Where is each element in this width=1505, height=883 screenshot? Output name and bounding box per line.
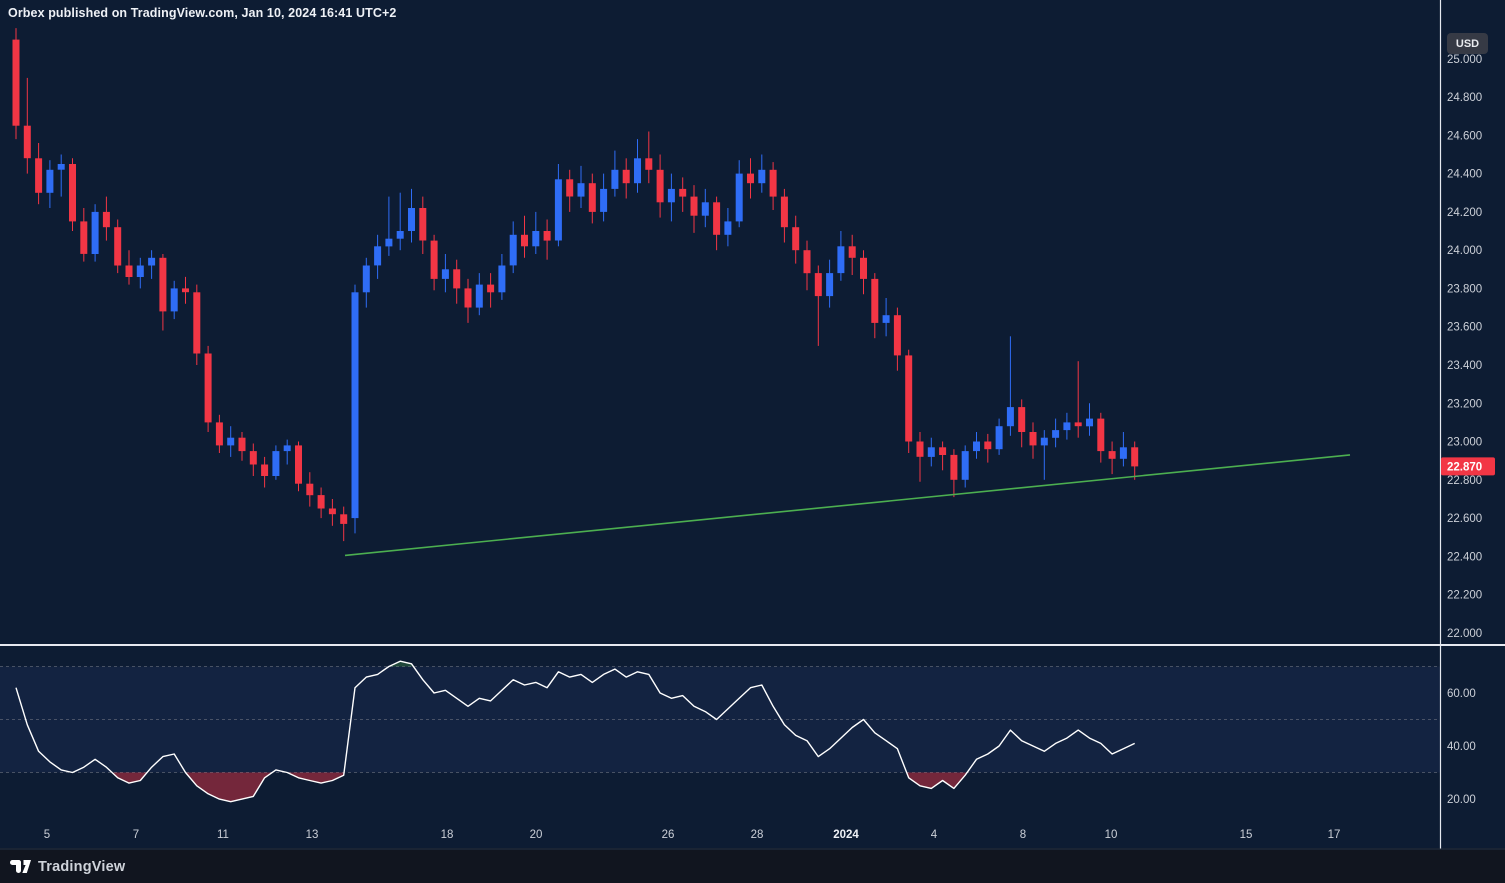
svg-text:24.400: 24.400: [1447, 169, 1482, 181]
svg-text:28: 28: [751, 829, 764, 841]
last-price-label: 22.870: [1447, 461, 1482, 473]
svg-text:60.00: 60.00: [1447, 688, 1476, 700]
svg-text:11: 11: [217, 829, 229, 841]
svg-text:22.400: 22.400: [1447, 551, 1482, 563]
svg-text:26: 26: [662, 829, 675, 841]
footer-bar: TradingView: [0, 850, 1505, 883]
svg-text:2024: 2024: [833, 829, 859, 841]
currency-badge[interactable]: USD: [1447, 33, 1488, 54]
svg-text:24.200: 24.200: [1447, 207, 1482, 219]
svg-text:24.000: 24.000: [1447, 245, 1482, 257]
svg-text:24.800: 24.800: [1447, 92, 1482, 104]
svg-text:23.000: 23.000: [1447, 437, 1482, 449]
svg-text:13: 13: [306, 829, 319, 841]
trendline[interactable]: [344, 454, 1351, 557]
svg-text:8: 8: [1020, 829, 1026, 841]
price-scale[interactable]: 25.000 24.800 24.600 24.400 24.200 24.000 23.8…: [1441, 54, 1495, 806]
svg-text:25.000: 25.000: [1447, 54, 1482, 66]
time-scale[interactable]: 5 7 11 13 18 20 26 28 2024 4 8 10 15 17: [44, 829, 1341, 841]
svg-text:23.200: 23.200: [1447, 398, 1482, 410]
svg-text:23.600: 23.600: [1447, 322, 1482, 334]
candles-layer: [12, 28, 1139, 542]
svg-text:22.800: 22.800: [1447, 475, 1482, 487]
svg-text:4: 4: [931, 829, 938, 841]
svg-text:22.000: 22.000: [1447, 628, 1482, 640]
svg-text:22.600: 22.600: [1447, 513, 1482, 525]
svg-text:10: 10: [1105, 829, 1118, 841]
svg-text:15: 15: [1240, 829, 1253, 841]
svg-text:7: 7: [133, 829, 139, 841]
svg-text:23.800: 23.800: [1447, 283, 1482, 295]
tradingview-link[interactable]: TradingView: [10, 858, 125, 875]
rsi-pane: [0, 660, 1440, 803]
svg-text:5: 5: [44, 829, 50, 841]
attribution-text: Orbex published on TradingView.com, Jan …: [8, 6, 397, 20]
last-price-badge: [1441, 457, 1495, 476]
svg-text:22.200: 22.200: [1447, 590, 1482, 602]
rsi-overbought-fill: [388, 661, 414, 667]
svg-text:18: 18: [441, 829, 454, 841]
rsi-oversold-fill: [112, 772, 968, 802]
svg-text:20.00: 20.00: [1447, 794, 1476, 806]
tradingview-logo-icon: [10, 860, 31, 873]
svg-text:24.600: 24.600: [1447, 130, 1482, 142]
rsi-line: [15, 660, 1135, 803]
tradingview-wordmark: TradingView: [38, 858, 126, 875]
svg-text:23.400: 23.400: [1447, 360, 1482, 372]
svg-text:20: 20: [530, 829, 543, 841]
svg-text:17: 17: [1328, 829, 1341, 841]
svg-text:40.00: 40.00: [1447, 741, 1476, 753]
